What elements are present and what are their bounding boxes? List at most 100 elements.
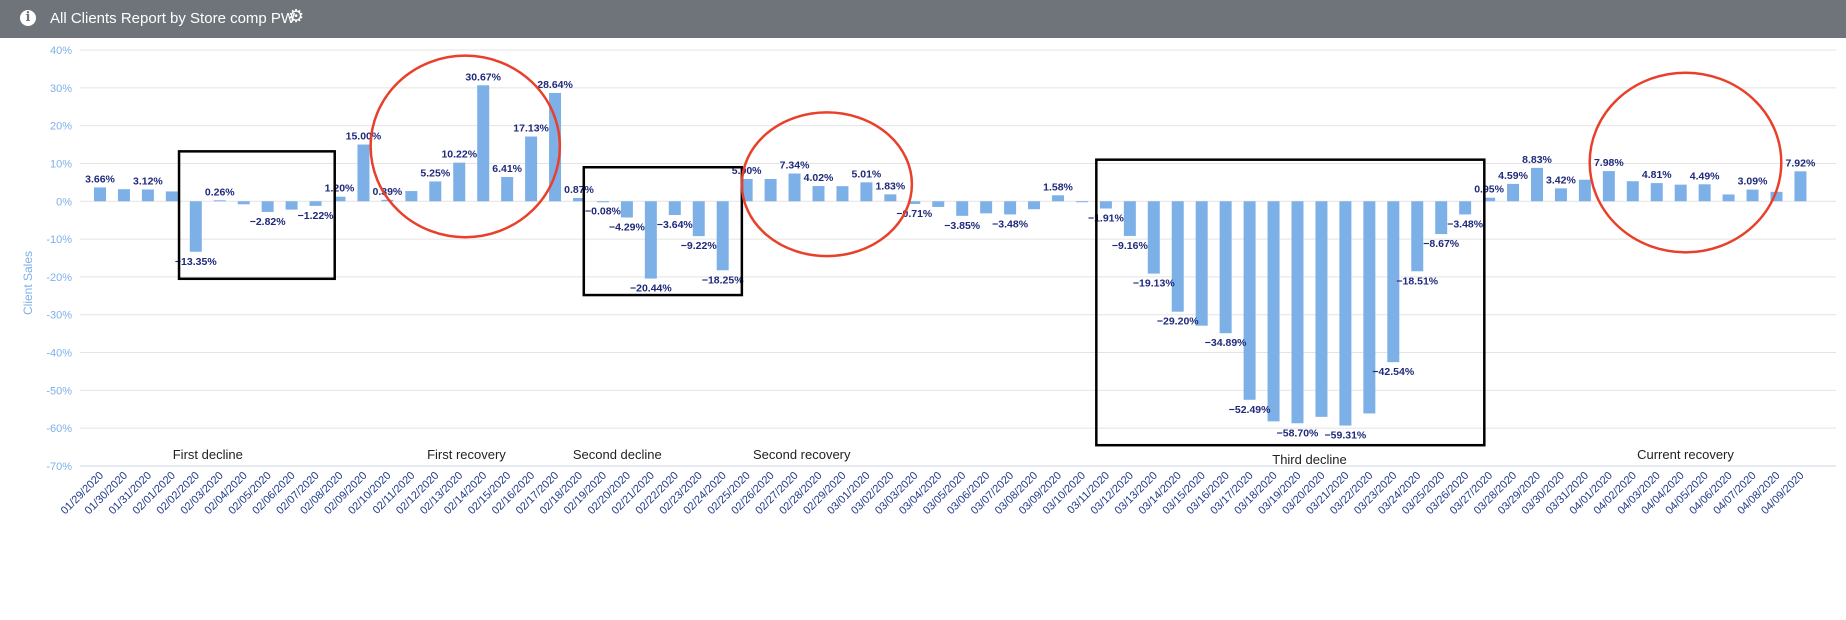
data-label: 5.25% [420,167,450,179]
data-label: −52.49% [1229,404,1271,416]
bar [213,200,226,202]
y-tick-label: -10% [46,234,72,246]
bar [573,197,585,202]
bar [189,201,202,252]
bar [1123,201,1136,236]
bar [285,201,298,210]
data-label: −8.67% [1423,238,1460,250]
data-label: 15.00% [346,131,382,143]
data-label: −2.82% [250,216,287,228]
bar [620,201,633,218]
bar [692,201,705,237]
bar [429,181,442,202]
data-label: −3.48% [992,218,1029,230]
annotation-label: First decline [173,447,243,462]
data-label: 3.09% [1738,176,1768,188]
data-label: 8.83% [1522,154,1552,166]
bar [1435,201,1448,235]
bar [501,177,514,202]
y-tick-label: -30% [46,310,72,322]
data-label: 3.42% [1546,174,1576,186]
annotations: First decline First recovery Second declin… [173,54,1783,467]
data-label: −1.91% [1088,212,1125,224]
info-icon[interactable]: i [20,10,36,26]
bar [596,201,609,203]
data-label: 4.81% [1642,169,1672,181]
y-tick-label: 0% [56,196,72,208]
bar [836,186,849,202]
bar [1578,179,1591,202]
bar [1507,183,1520,202]
annotation-box [1095,158,1486,447]
x-axis: 01/29/202001/30/202001/31/202002/01/2020… [59,465,1836,517]
data-label: −9.22% [681,240,718,252]
report-title: All Clients Report by Store comp PW [50,10,296,27]
y-tick-label: 10% [50,158,72,170]
bar [237,201,250,205]
bar [1315,201,1328,417]
y-tick-label: -70% [46,461,72,473]
y-tick-label: -60% [46,423,72,435]
bar [812,186,825,202]
bar [1004,201,1017,215]
data-label: −42.54% [1372,366,1414,378]
report-header: i All Clients Report by Store comp PW ⚙ [0,0,1846,38]
y-tick-label: -50% [46,385,72,397]
bar [932,201,945,207]
bar [453,162,466,202]
data-label: 5.01% [852,168,882,180]
data-label: −1.22% [298,210,335,222]
annotation-circle [369,54,562,239]
bar [357,144,370,202]
data-label: 7.98% [1594,157,1624,169]
annotation-circle [1588,71,1783,254]
bar [764,178,777,202]
data-label: −3.64% [657,219,694,231]
bar [309,201,322,206]
bar [860,182,873,202]
data-labels: 3.66% 3.12% −13.35% 0.26% −2.82% −1.22% 1.20% 1… [85,71,1816,441]
data-label: 0.87% [564,184,594,196]
y-tick-label: -40% [46,348,72,360]
bar [405,191,418,202]
data-label: −20.44% [630,283,672,295]
data-label: −34.89% [1205,337,1247,349]
bar [141,189,154,202]
y-tick-label: -20% [46,272,72,284]
data-label: 4.02% [804,172,834,184]
data-label: 1.83% [875,180,905,192]
bar [549,92,562,202]
data-label: −29.20% [1157,316,1199,328]
annotation-box [582,165,744,297]
bar [1267,201,1280,422]
annotation-label: Third decline [1272,452,1346,467]
bar [381,199,394,202]
annotation-circle [740,111,914,258]
bars [94,85,1807,426]
annotation-label: Second recovery [753,447,851,462]
bar [884,194,897,202]
y-tick-label: 30% [50,83,72,95]
bar [980,201,993,214]
bar [1243,201,1256,400]
bar [1291,201,1304,424]
bar [908,201,921,204]
bar [333,196,346,202]
bar-chart: 40% 30% 20% 10% 0% -10% -20% -30% -40% -50% -60% -7… [21,45,1836,517]
bar [1722,194,1735,202]
data-label: 30.67% [465,71,501,83]
bar [644,201,657,279]
data-label: 1.58% [1043,181,1073,193]
y-tick-label: 20% [50,121,72,133]
bar [1794,171,1807,202]
data-label: 17.13% [513,122,549,134]
bar [1147,201,1160,274]
bar [1602,171,1615,202]
data-label: −58.70% [1277,427,1319,439]
annotation-label: Current recovery [1637,447,1734,462]
bar [94,187,106,202]
y-tick-label: 40% [50,45,72,57]
data-label: 6.41% [492,163,522,175]
bar [1363,201,1376,414]
gear-icon[interactable]: ⚙ [288,6,305,27]
